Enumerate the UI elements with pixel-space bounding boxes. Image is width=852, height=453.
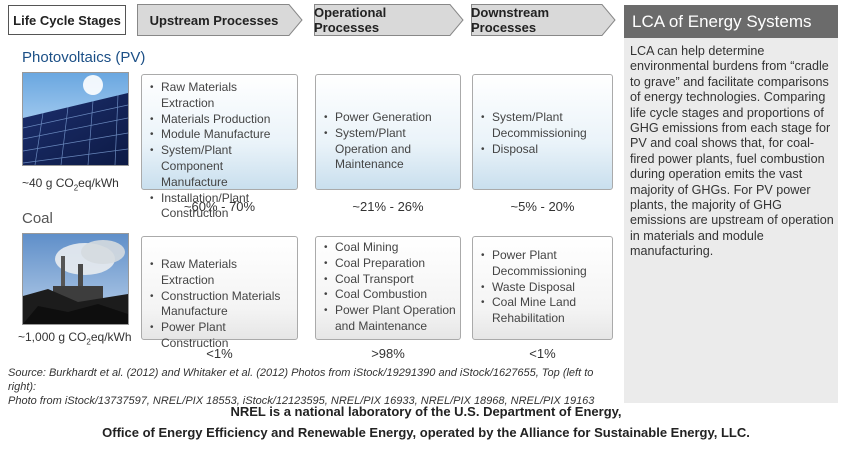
list-item: Raw Materials Extraction bbox=[146, 80, 293, 112]
solar-panel-photo bbox=[22, 72, 129, 166]
life-cycle-stages-label: Life Cycle Stages bbox=[8, 5, 126, 35]
list-item: Power Plant Construction bbox=[146, 320, 293, 352]
pv-operational-box: Power Generation System/Plant Operation … bbox=[315, 74, 461, 190]
list-item: Module Manufacture bbox=[146, 127, 293, 143]
downstream-processes-header: Downstream Processes bbox=[471, 4, 616, 36]
lca-info-panel bbox=[624, 5, 838, 403]
upstream-processes-label: Upstream Processes bbox=[149, 12, 279, 28]
list-item: System/Plant Decommissioning bbox=[477, 110, 608, 142]
list-item: Waste Disposal bbox=[477, 280, 608, 296]
coal-upstream-box: Raw Materials Extraction Construction Ma… bbox=[141, 236, 298, 350]
coal-section-title: Coal bbox=[22, 210, 53, 227]
pv-operational-percent: ~21% - 26% bbox=[352, 199, 424, 214]
pv-upstream-percent: ~60% - 70% bbox=[183, 199, 256, 214]
coal-upstream-percent: <1% bbox=[206, 346, 233, 361]
list-item: Disposal bbox=[477, 142, 608, 158]
list-item: System/Plant Component Manufacture bbox=[146, 143, 293, 190]
coal-downstream-box: Power Plant Decommissioning Waste Dispos… bbox=[472, 236, 613, 340]
list-item: Coal Combustion bbox=[320, 287, 456, 303]
pv-upstream-box: Raw Materials Extraction Materials Produ… bbox=[141, 74, 298, 220]
list-item: Coal Mining bbox=[320, 240, 456, 256]
footer-line-1: NREL is a national laboratory of the U.S… bbox=[230, 404, 622, 419]
coal-emissions-value: ~1,000 g CO2eq/kWh bbox=[18, 330, 132, 347]
list-item: Raw Materials Extraction bbox=[146, 257, 293, 289]
chevron-arrow-shape bbox=[471, 4, 616, 36]
source-citation: Source: Burkhardt et al. (2012) and Whit… bbox=[8, 366, 618, 408]
source-line-2: Photo from iStock/13737597, NREL/PIX 185… bbox=[8, 395, 595, 407]
chevron-arrow-shape bbox=[137, 4, 303, 36]
list-item: Construction Materials Manufacture bbox=[146, 289, 293, 321]
coal-downstream-percent: <1% bbox=[529, 346, 556, 361]
source-line-1: Source: Burkhardt et al. (2012) and Whit… bbox=[8, 367, 594, 393]
list-item: Installation/Plant Construction bbox=[146, 191, 293, 223]
footer-line-2: Office of Energy Efficiency and Renewabl… bbox=[102, 425, 750, 440]
list-item: Coal Transport bbox=[320, 272, 456, 288]
coal-plant-photo bbox=[22, 233, 129, 325]
pv-emissions-value: ~40 g CO2eq/kWh bbox=[22, 176, 119, 193]
lca-panel-body: LCA can help determine environmental bur… bbox=[630, 44, 834, 259]
operational-processes-label: Operational Processes bbox=[314, 5, 387, 35]
chevron-arrow-shape bbox=[314, 4, 464, 36]
lca-panel-title: LCA of Energy Systems bbox=[624, 5, 838, 38]
pv-downstream-box: System/Plant Decommissioning Disposal bbox=[472, 74, 613, 190]
list-item: Power Plant Decommissioning bbox=[477, 248, 608, 280]
list-item: Power Plant Operation and Maintenance bbox=[320, 303, 456, 335]
pv-downstream-percent: ~5% - 20% bbox=[510, 199, 575, 214]
list-item: Coal Mine Land Rehabilitation bbox=[477, 295, 608, 327]
upstream-processes-header: Upstream Processes bbox=[137, 4, 303, 36]
pv-section-title: Photovoltaics (PV) bbox=[22, 49, 146, 66]
list-item: Coal Preparation bbox=[320, 256, 456, 272]
coal-operational-percent: >98% bbox=[371, 346, 405, 361]
list-item: Power Generation bbox=[320, 110, 456, 126]
downstream-processes-label: Downstream Processes bbox=[471, 5, 550, 35]
list-item: System/Plant Operation and Maintenance bbox=[320, 126, 456, 173]
operational-processes-header: Operational Processes bbox=[314, 4, 464, 36]
coal-operational-box: Coal Mining Coal Preparation Coal Transp… bbox=[315, 236, 461, 340]
list-item: Materials Production bbox=[146, 112, 293, 128]
